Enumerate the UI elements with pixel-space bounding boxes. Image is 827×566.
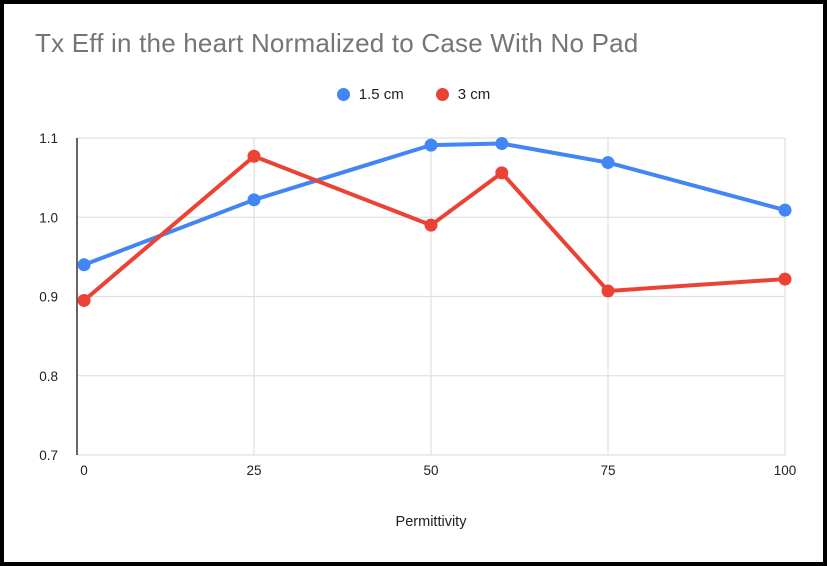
data-point-series-0[interactable] [495,137,509,151]
x-tick-label: 25 [246,463,261,478]
plot-area[interactable]: 1.1 1.0 0.9 0.8 0.7 0 25 50 75 100 [4,4,823,562]
x-tick-label: 0 [80,463,88,478]
y-tick-label: 1.1 [39,131,58,146]
y-tick-label: 0.8 [39,369,58,384]
x-tick-label: 75 [600,463,615,478]
data-point-series-1[interactable] [495,166,509,180]
legend-label-3cm: 3 cm [457,86,491,103]
y-tick-label: 0.9 [39,290,58,305]
data-point-series-1[interactable] [247,149,261,163]
x-axis-title: Permittivity [395,514,467,530]
chart-legend: 1.5 cm 3 cm [4,86,823,103]
data-point-series-0[interactable] [77,258,91,272]
legend-dot-blue-icon [336,88,350,101]
legend-item-3cm[interactable]: 3 cm [435,86,491,103]
legend-item-1-5cm[interactable]: 1.5 cm [336,86,404,103]
y-tick-label: 0.7 [39,448,58,463]
chart-title: Tx Eff in the heart Normalized to Case W… [35,28,639,58]
data-point-series-0[interactable] [778,203,792,217]
legend-dot-red-icon [435,88,449,101]
data-point-series-1[interactable] [424,218,438,232]
series-line-1 [82,154,787,303]
data-point-series-0[interactable] [424,138,438,152]
y-tick-label: 1.0 [39,210,58,225]
legend-label-1-5cm: 1.5 cm [358,86,404,103]
series-line-0 [82,141,787,267]
data-point-series-1[interactable] [601,284,615,298]
data-point-series-0[interactable] [601,156,615,170]
data-point-series-1[interactable] [778,272,792,286]
x-tick-label: 100 [774,463,797,478]
data-point-series-0[interactable] [247,193,261,207]
x-tick-label: 50 [423,463,438,478]
data-point-series-1[interactable] [77,293,91,307]
